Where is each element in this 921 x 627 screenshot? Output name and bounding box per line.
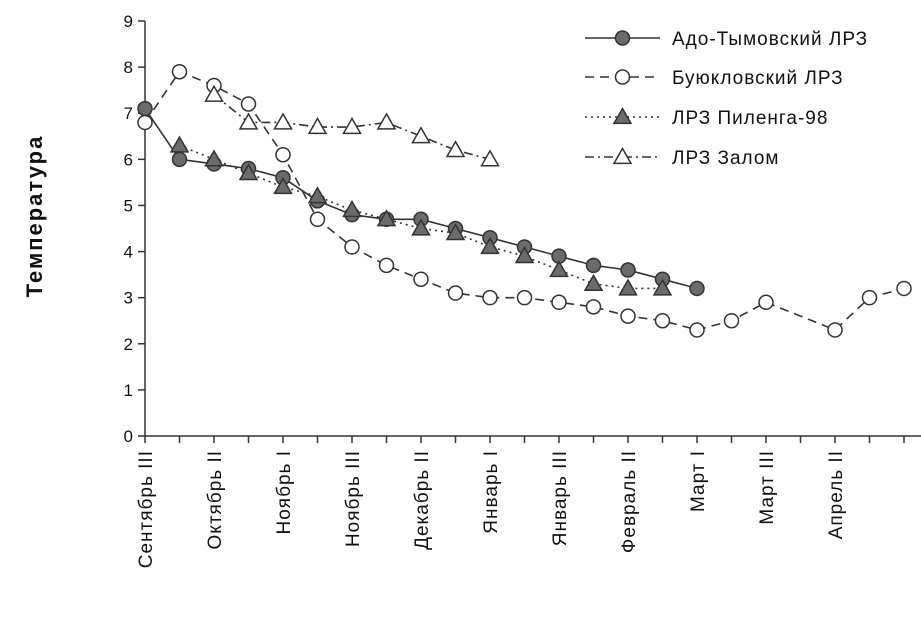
data-point — [275, 146, 291, 163]
x-tick-label: Сентябрь III — [136, 450, 157, 568]
data-point — [307, 186, 328, 204]
data-point — [445, 140, 466, 158]
y-tick-label: 5 — [124, 196, 133, 215]
data-point — [480, 149, 500, 167]
axes: 0 1 2 3 4 5 6 7 8 9 Сентябрь III Октябрь II Ноябрь I… — [124, 12, 921, 568]
data-point — [240, 96, 257, 112]
series-2 — [137, 63, 912, 338]
data-point — [585, 299, 602, 315]
data-point — [376, 112, 397, 130]
data-point — [204, 84, 224, 102]
data-point — [514, 246, 535, 264]
x-tick-label: Январь I — [481, 450, 502, 534]
data-point — [273, 176, 293, 195]
data-point — [652, 278, 673, 296]
legend-marker — [612, 106, 633, 125]
y-tick-label: 4 — [124, 243, 133, 262]
data-point — [516, 289, 533, 306]
y-tick-label: 9 — [124, 12, 133, 31]
data-point — [654, 312, 671, 329]
x-tick-label: Октябрь II — [205, 450, 226, 549]
data-point — [445, 223, 466, 241]
series-layer — [137, 63, 912, 338]
data-point — [447, 285, 464, 301]
data-point — [344, 239, 360, 255]
x-tick-label: Январь III — [550, 450, 571, 546]
series-4 — [204, 84, 500, 167]
data-point — [309, 211, 326, 228]
series-3 — [169, 135, 673, 296]
legend-item: ЛРЗ Залом — [585, 146, 779, 169]
data-point — [342, 117, 362, 135]
data-point — [583, 273, 604, 291]
data-point — [411, 218, 431, 236]
y-tick-label: 0 — [124, 427, 133, 446]
legend-item: Буюкловский ЛРЗ — [585, 68, 844, 89]
legend-marker — [612, 146, 633, 165]
data-point — [137, 114, 153, 131]
x-tick-label: Апрель II — [826, 450, 847, 539]
data-point — [238, 112, 259, 130]
legend-marker — [614, 30, 631, 46]
series-line — [144, 70, 905, 331]
legend-label: Адо-Тымовский ЛРЗ — [672, 29, 868, 50]
x-tick-label: Ноябрь III — [343, 450, 364, 547]
x-tick-label: Февраль II — [619, 450, 640, 553]
data-point — [171, 63, 188, 80]
data-point — [723, 312, 740, 329]
data-point — [585, 257, 602, 274]
data-point — [758, 294, 774, 311]
y-tick-label: 8 — [124, 58, 133, 77]
data-point — [896, 280, 912, 297]
x-tick-label: Март III — [757, 450, 778, 525]
data-point — [482, 289, 498, 306]
y-axis-title: Температура — [22, 135, 47, 298]
data-point — [827, 322, 843, 338]
legend-label: ЛРЗ Залом — [672, 148, 779, 169]
legend-label: Буюкловский ЛРЗ — [672, 68, 844, 89]
data-point — [689, 322, 705, 338]
legend: Адо-Тымовский ЛРЗ Буюкловский ЛРЗ ЛРЗ Пиле… — [585, 29, 868, 169]
data-point — [342, 200, 362, 218]
legend-item: Адо-Тымовский ЛРЗ — [585, 29, 868, 50]
data-point — [551, 294, 567, 311]
data-point — [238, 163, 259, 181]
data-point — [376, 209, 397, 227]
x-tick-label: Март I — [688, 450, 709, 512]
data-point — [861, 289, 878, 306]
legend-marker — [614, 69, 631, 85]
data-point — [169, 135, 190, 153]
data-point — [378, 257, 395, 274]
data-point — [307, 117, 328, 135]
data-point — [689, 280, 705, 297]
data-point — [620, 262, 636, 278]
data-point — [204, 149, 224, 167]
y-tick-label: 3 — [124, 289, 133, 308]
data-point — [273, 112, 293, 130]
y-tick-label: 6 — [124, 150, 133, 169]
y-tick-label: 1 — [124, 381, 133, 400]
data-point — [549, 259, 569, 278]
data-point — [480, 236, 500, 255]
data-point — [137, 100, 153, 117]
data-point — [171, 151, 188, 168]
data-point — [620, 308, 636, 324]
data-point — [411, 126, 431, 144]
data-point — [618, 278, 638, 296]
legend-item: ЛРЗ Пиленга-98 — [585, 106, 828, 129]
legend-label: ЛРЗ Пиленга-98 — [672, 108, 828, 129]
y-tick-label: 2 — [124, 335, 133, 354]
data-point — [413, 271, 429, 287]
x-tick-label: Ноябрь I — [274, 450, 295, 534]
x-tick-label: Декабрь II — [412, 450, 433, 550]
y-tick-label: 7 — [124, 104, 133, 123]
